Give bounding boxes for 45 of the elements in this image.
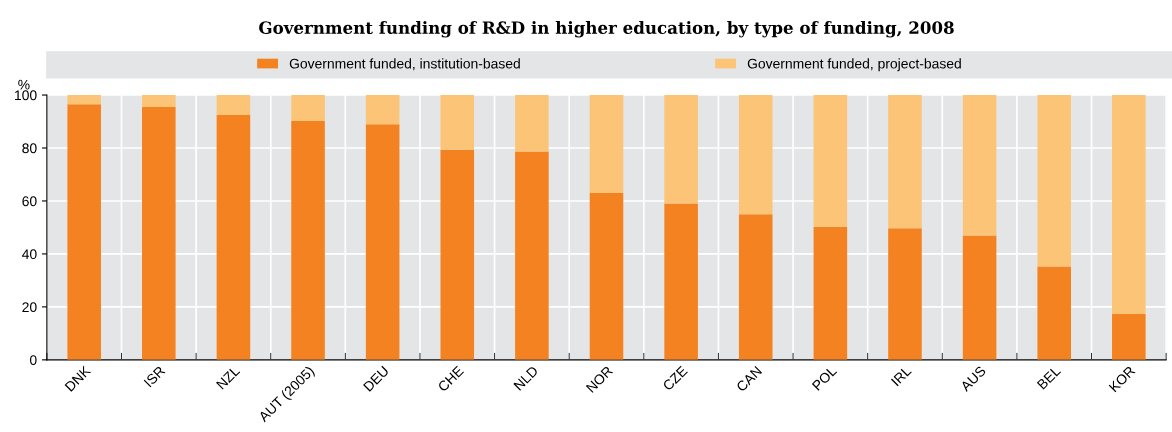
y-tick-label: 100: [15, 90, 37, 101]
bar: [365, 95, 400, 125]
bar: [142, 106, 176, 360]
bar: [962, 95, 997, 236]
bar: [291, 95, 325, 121]
bar: [67, 95, 101, 105]
x-tick-label: ISR: [143, 365, 166, 388]
bar: [365, 124, 400, 360]
bar: [813, 226, 848, 360]
bar: [738, 214, 773, 360]
chart-title: Government funding of R&D in higher education, by type of funding, 2008: [259, 21, 954, 38]
bar: [1037, 266, 1071, 360]
bar: [962, 235, 997, 360]
bar: [142, 95, 176, 107]
y-tick-label: 40: [22, 249, 37, 260]
y-axis-title: %: [18, 79, 30, 90]
y-tick-label: 80: [22, 143, 37, 154]
bar: [664, 95, 698, 204]
bar: [1037, 95, 1071, 267]
bar: [67, 104, 101, 360]
x-tick-label: BEL: [1036, 365, 1062, 390]
bar: [216, 114, 251, 360]
y-tick-label: 60: [22, 196, 37, 207]
bar: [440, 149, 475, 360]
bar: [440, 95, 475, 150]
bar: [888, 95, 922, 229]
x-tick-label: POL: [811, 365, 838, 391]
bar: [1112, 314, 1146, 360]
x-tick-label: IRL: [890, 365, 912, 387]
bar: [1112, 95, 1146, 315]
bar: [515, 95, 549, 152]
bar: [589, 193, 624, 360]
x-tick-label: NZL: [216, 365, 241, 390]
bar: [813, 95, 848, 227]
bar: [888, 228, 922, 360]
bar: [291, 120, 325, 360]
y-tick-label: 0: [29, 355, 37, 366]
bar: [515, 151, 549, 360]
bar: [216, 95, 251, 115]
legend-label: Government funded, institution-based: [289, 58, 520, 71]
bar: [664, 203, 698, 360]
y-tick-label: 20: [22, 302, 37, 313]
bar: [589, 95, 624, 194]
bar: [738, 95, 773, 215]
legend-label: Government funded, project-based: [747, 58, 961, 72]
